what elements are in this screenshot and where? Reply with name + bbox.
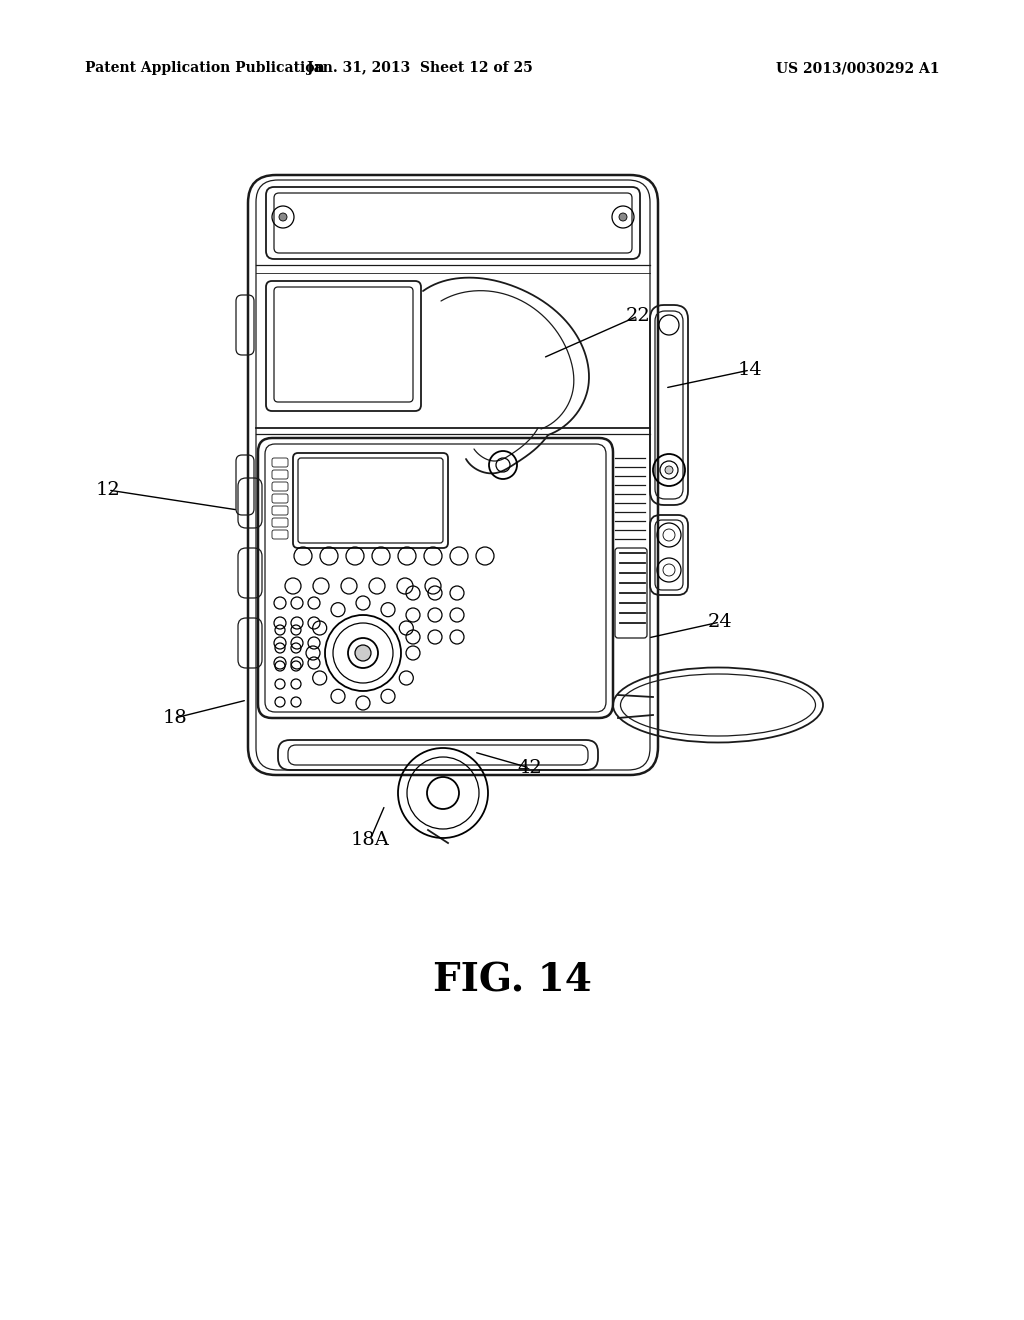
Circle shape bbox=[618, 213, 627, 220]
Text: US 2013/0030292 A1: US 2013/0030292 A1 bbox=[776, 61, 940, 75]
Text: 14: 14 bbox=[737, 360, 763, 379]
Text: FIG. 14: FIG. 14 bbox=[432, 961, 592, 999]
Text: 22: 22 bbox=[626, 308, 650, 325]
Text: Jan. 31, 2013  Sheet 12 of 25: Jan. 31, 2013 Sheet 12 of 25 bbox=[307, 61, 532, 75]
Text: 18A: 18A bbox=[350, 832, 389, 849]
Circle shape bbox=[665, 466, 673, 474]
Circle shape bbox=[279, 213, 287, 220]
Circle shape bbox=[355, 645, 371, 661]
Text: Patent Application Publication: Patent Application Publication bbox=[85, 61, 325, 75]
Text: 18: 18 bbox=[163, 709, 187, 727]
Text: 24: 24 bbox=[708, 612, 732, 631]
Text: 12: 12 bbox=[95, 480, 121, 499]
Text: 42: 42 bbox=[517, 759, 543, 777]
